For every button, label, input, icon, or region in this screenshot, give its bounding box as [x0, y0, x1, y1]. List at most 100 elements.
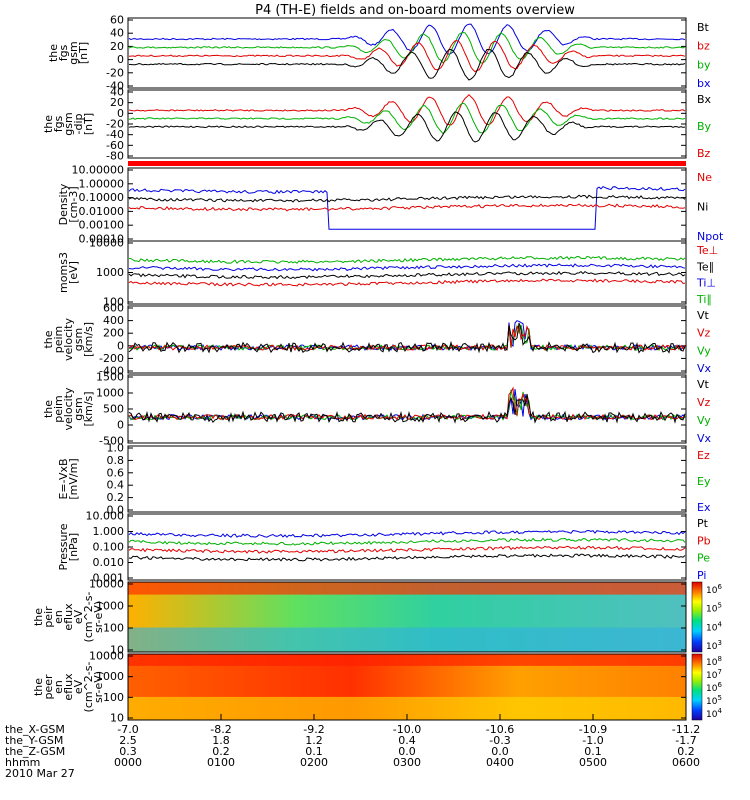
y-axis-label-line: [km/s] [82, 322, 95, 357]
y-axis-label-line: velocity [62, 387, 75, 430]
y-axis-label-line: [km/s] [82, 391, 95, 426]
y-tick-label: 1.0 [107, 442, 125, 455]
series-trace [128, 111, 686, 143]
x-tick-label: 0.3 [119, 745, 137, 758]
spectrogram-top-band [128, 654, 686, 666]
y-axis-label-line: gsm [72, 328, 85, 351]
y-axis-label-line: Density [57, 183, 70, 225]
y-tick-label: 10000 [89, 650, 124, 663]
x-tick-label: 0100 [207, 756, 235, 769]
legend-entry: Vy [697, 344, 711, 357]
y-axis-label-line: fgs [52, 115, 65, 132]
y-axis-label-line: en [52, 680, 65, 694]
y-tick-label: 1.000 [93, 525, 125, 538]
colorbar-tick-label: 107 [706, 668, 722, 681]
y-tick-label: 10.000 [86, 510, 125, 523]
y-axis-label-line: the [47, 44, 60, 62]
y-tick-label: 100 [103, 691, 124, 704]
y-tick-label: 0.6 [107, 466, 125, 479]
legend-entry: Vy [697, 414, 711, 427]
series-trace [128, 278, 686, 287]
y-tick-label: 1000 [96, 600, 124, 613]
spectrogram-low-band [128, 696, 686, 720]
x-tick-label: -8.2 [210, 723, 231, 736]
y-tick-label: 1000 [96, 670, 124, 683]
legend-entry: bz [697, 40, 710, 53]
y-axis-label-line: [nT] [77, 42, 90, 64]
y-tick-label: -500 [99, 435, 124, 448]
y-axis-label-line: eV [72, 679, 85, 694]
panel-frame [127, 240, 687, 305]
y-tick-label: 400 [103, 314, 124, 327]
mode-bar-red [128, 161, 686, 166]
y-tick-label: 20 [110, 40, 124, 53]
series-trace [128, 263, 686, 272]
series-trace [128, 93, 686, 126]
x-row-label: the_X-GSM [5, 723, 65, 736]
x-tick-label: -10.0 [393, 723, 421, 736]
colorbar-tick-label: 105 [706, 602, 722, 615]
y-tick-label: 40 [110, 86, 124, 99]
colorbar-tick-exponent: 6 [717, 583, 722, 591]
panel-density: 10.000001.000000.100000.010000.001000.00… [57, 164, 724, 246]
y-axis-label-line: Pressure [57, 523, 70, 570]
y-axis-label-line: peir [42, 606, 55, 628]
x-tick-label: 0200 [300, 756, 328, 769]
legend-entry: Ti⊥ [696, 277, 716, 290]
y-tick-label: 0.010 [93, 556, 125, 569]
colorbar-tick-label: 104 [706, 707, 722, 720]
legend-entry: Ti∥ [696, 293, 712, 306]
legend-entry: Bz [697, 147, 711, 160]
y-tick-label: 1500 [96, 371, 124, 384]
y-tick-label: 10000 [89, 578, 124, 591]
y-tick-label: 40 [110, 27, 124, 40]
x-tick-label: 0000 [114, 756, 142, 769]
x-tick-label: -1.7 [675, 734, 696, 747]
x-tick-label: 0.1 [584, 745, 602, 758]
legend-entry: Ni [697, 201, 708, 214]
y-tick-label: 1.00000 [79, 177, 125, 190]
panel-frame [127, 305, 687, 374]
y-axis-label-line: gsm [72, 397, 85, 420]
x-tick-label: -1.0 [582, 734, 603, 747]
y-axis-label-line: sr-eV) [92, 671, 105, 703]
series-trace [128, 185, 686, 230]
y-tick-label: 0 [117, 419, 124, 432]
x-tick-label: -0.3 [489, 734, 510, 747]
colorbar-tick-exponent: 4 [717, 707, 722, 715]
y-axis-label-line: eflux [62, 603, 75, 631]
panel-frame [127, 17, 687, 89]
colorbar-tick-exponent: 3 [717, 639, 721, 647]
legend-entry: Pt [697, 517, 709, 530]
y-tick-label: 100 [103, 622, 124, 635]
colorbar-tick-exponent: 8 [717, 655, 721, 663]
y-axis-label-line: sr-eV) [92, 601, 105, 633]
y-tick-label: -20 [106, 66, 124, 79]
x-tick-label: 0300 [393, 756, 421, 769]
y-tick-label: -200 [99, 352, 124, 365]
colorbar-tick-exponent: 5 [717, 694, 721, 702]
x-tick-label: 0.2 [677, 745, 695, 758]
y-tick-label: 0.4 [107, 479, 125, 492]
y-axis-label-line: -dip [72, 113, 85, 134]
y-axis-label-line: en [52, 610, 65, 624]
x-tick-label: 0600 [672, 756, 700, 769]
legend-entry: Vx [697, 362, 712, 375]
colorbar-tick-exponent: 5 [717, 602, 721, 610]
y-tick-label: 0.100 [93, 541, 125, 554]
y-axis-label-line: E=-VxB [57, 458, 70, 499]
series-trace [128, 545, 686, 554]
legend-entry: Te⊥ [696, 244, 718, 257]
legend-entry: Ez [697, 449, 710, 462]
colorbar-gradient [691, 581, 703, 653]
x-tick-label: 1.2 [305, 734, 323, 747]
x-tick-label: -11.2 [672, 723, 700, 736]
x-tick-label: -9.2 [303, 723, 324, 736]
panel-frame [127, 167, 687, 242]
series-trace [128, 23, 686, 55]
x-tick-label: -10.6 [486, 723, 514, 736]
x-tick-label: 1.8 [212, 734, 230, 747]
